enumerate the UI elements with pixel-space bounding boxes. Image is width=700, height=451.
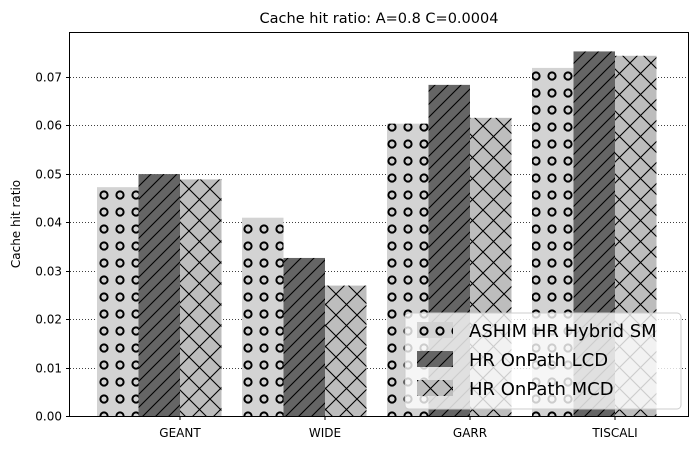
plot-frame [69,32,689,417]
y-tick-label: 0.04 [35,216,62,230]
bar-hr-onpath-lcd-wide [283,257,325,416]
x-tick-label-garr: GARR [453,426,487,440]
x-tick-label-wide: WIDE [309,426,341,440]
x-axis-ticks: GEANT WIDE GARR TISCALI [159,416,638,440]
legend-label-hr-onpath-lcd: HR OnPath LCD [469,350,608,371]
legend-entry-hr-onpath-lcd: HR OnPath LCD [417,350,608,371]
bar-hr-onpath-lcd-geant [138,174,180,416]
legend-label-ashim-hr-hybrid-sm: ASHIM HR Hybrid SM [469,321,657,342]
y-tick-label: 0.05 [35,168,62,182]
legend-swatch-hr-onpath-mcd [417,380,453,396]
y-tick-label: 0.01 [35,362,62,376]
y-tick-label: 0.07 [35,71,62,85]
bar-ashim-hr-hybrid-sm-wide [242,217,284,416]
bar-hr-onpath-mcd-wide [325,285,367,416]
bar-hr-onpath-mcd-geant [180,179,222,416]
y-axis-ticks: 0.00 0.01 0.02 0.03 0.04 0.05 0.06 0.07 [35,71,70,424]
legend-entry-hr-onpath-mcd: HR OnPath MCD [417,379,614,400]
y-tick-label: 0.03 [35,265,62,279]
x-tick-label-geant: GEANT [159,426,201,440]
legend-box [404,312,682,410]
legend-swatch-hr-onpath-lcd [417,351,453,367]
legend: ASHIM HR Hybrid SM HR OnPath LCD HR OnPa… [404,312,682,410]
chart-title: Cache hit ratio: A=0.8 C=0.0004 [260,11,499,27]
y-tick-label: 0.06 [35,119,62,133]
bar-ashim-hr-hybrid-sm-geant [97,187,139,416]
y-tick-label: 0.02 [35,313,62,327]
legend-label-hr-onpath-mcd: HR OnPath MCD [469,379,614,400]
y-axis-label: Cache hit ratio [9,180,23,268]
y-tick-label: 0.00 [35,410,62,424]
x-tick-label-tiscali: TISCALI [591,426,637,440]
legend-swatch-ashim-hr-hybrid-sm [417,322,453,338]
legend-entry-ashim-hr-hybrid-sm: ASHIM HR Hybrid SM [417,321,657,342]
